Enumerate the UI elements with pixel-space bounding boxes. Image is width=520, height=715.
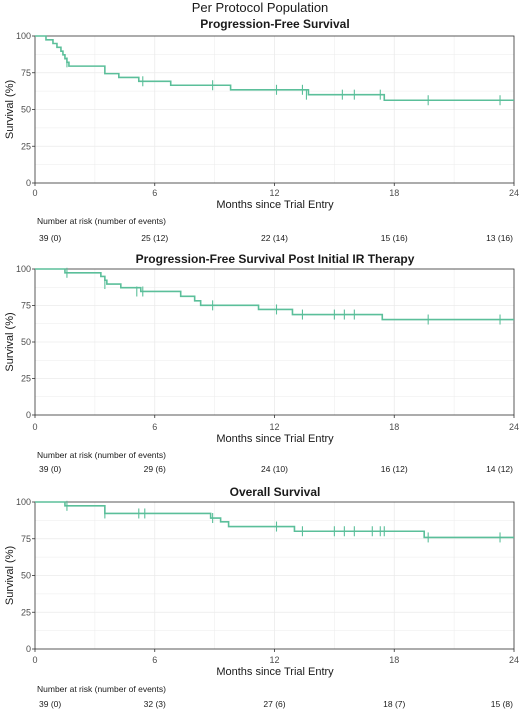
risk-table-value: 39 (0)	[39, 464, 61, 474]
y-tick-label: 25	[21, 607, 31, 617]
survival-curve	[35, 268, 514, 321]
risk-table-title: Number at risk (number of events)	[37, 450, 166, 460]
x-axis-title: Months since Trial Entry	[216, 433, 334, 445]
x-axis-title: Months since Trial Entry	[216, 199, 334, 211]
x-tick-label: 0	[32, 188, 37, 198]
chart-panel-2: Progression-Free Survival Post Initial I…	[4, 252, 519, 474]
y-axis-title: Survival (%)	[4, 546, 16, 605]
x-tick-label: 24	[509, 188, 519, 198]
risk-table-value: 14 (12)	[486, 464, 513, 474]
y-tick-label: 0	[26, 410, 31, 420]
y-tick-label: 0	[26, 178, 31, 188]
risk-table-value: 22 (14)	[261, 233, 288, 243]
x-tick-label: 18	[389, 188, 399, 198]
risk-table-value: 25 (12)	[141, 233, 168, 243]
y-tick-label: 75	[21, 301, 31, 311]
y-tick-label: 100	[16, 264, 31, 274]
y-tick-label: 25	[21, 141, 31, 151]
risk-table-value: 13 (16)	[486, 233, 513, 243]
risk-table-title: Number at risk (number of events)	[37, 216, 166, 226]
x-tick-label: 24	[509, 655, 519, 665]
x-tick-label: 18	[389, 422, 399, 432]
y-tick-label: 100	[16, 497, 31, 507]
y-tick-label: 0	[26, 644, 31, 654]
chart-title: Overall Survival	[230, 485, 321, 499]
x-tick-label: 12	[269, 422, 279, 432]
x-axis-title: Months since Trial Entry	[216, 666, 334, 678]
page-title: Per Protocol Population	[191, 0, 329, 15]
x-tick-label: 12	[269, 655, 279, 665]
y-tick-label: 50	[21, 105, 31, 115]
y-tick-label: 100	[16, 31, 31, 41]
x-tick-label: 12	[269, 188, 279, 198]
x-tick-label: 6	[152, 422, 157, 432]
y-tick-label: 50	[21, 337, 31, 347]
risk-table-value: 24 (10)	[261, 464, 288, 474]
y-axis-title: Survival (%)	[4, 80, 16, 139]
chart-title: Progression-Free Survival Post Initial I…	[136, 252, 415, 266]
risk-table-value: 39 (0)	[39, 699, 61, 709]
x-tick-label: 0	[32, 655, 37, 665]
risk-table-title: Number at risk (number of events)	[37, 684, 166, 694]
y-tick-label: 75	[21, 68, 31, 78]
y-tick-label: 25	[21, 374, 31, 384]
risk-table-value: 15 (8)	[491, 699, 513, 709]
x-tick-label: 18	[389, 655, 399, 665]
x-tick-label: 6	[152, 188, 157, 198]
x-tick-label: 24	[509, 422, 519, 432]
y-tick-label: 75	[21, 534, 31, 544]
survival-curve	[35, 35, 514, 102]
chart-panel-3: Overall Survival 0 25 50 75 100 0 6 12 18 24 Months…	[4, 485, 519, 709]
y-axis-title: Survival (%)	[4, 312, 16, 371]
risk-table-value: 29 (6)	[144, 464, 166, 474]
risk-table-value: 15 (16)	[381, 233, 408, 243]
y-tick-label: 50	[21, 571, 31, 581]
risk-table-value: 39 (0)	[39, 233, 61, 243]
x-tick-label: 0	[32, 422, 37, 432]
chart-panel-1: Progression-Free Survival 0 25 50 75 100 0 6 12 1…	[4, 17, 519, 243]
risk-table-value: 27 (6)	[263, 699, 285, 709]
x-tick-label: 6	[152, 655, 157, 665]
chart-title: Progression-Free Survival	[200, 17, 349, 31]
risk-table-value: 32 (3)	[144, 699, 166, 709]
risk-table-value: 18 (7)	[383, 699, 405, 709]
risk-table-value: 16 (12)	[381, 464, 408, 474]
survival-curve	[35, 501, 514, 539]
